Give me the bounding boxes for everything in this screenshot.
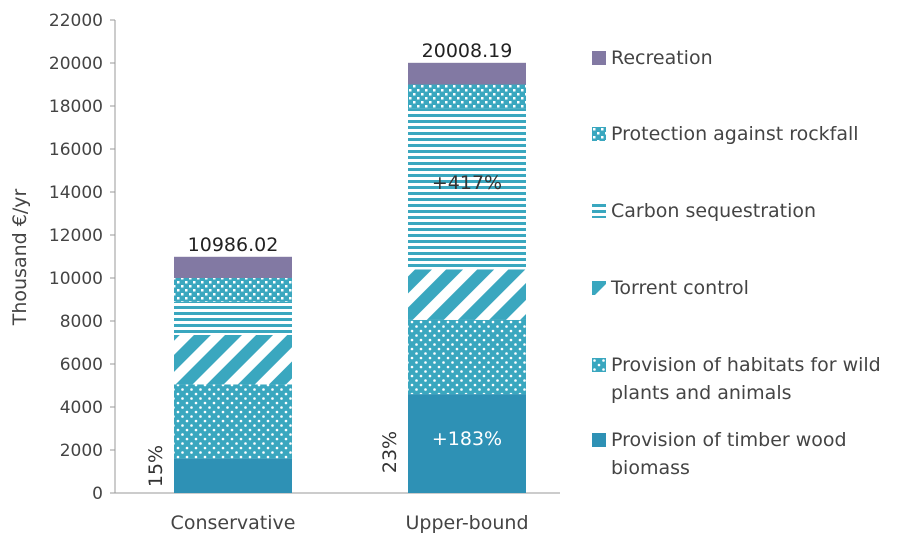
- legend-entry: Provision of habitats for wild plants an…: [592, 351, 892, 407]
- legend-label: Provision of habitats for wild plants an…: [611, 354, 881, 404]
- legend-entry: Protection against rockfall: [592, 120, 892, 148]
- legend-swatch: [592, 51, 606, 65]
- bar-segment: [174, 278, 292, 302]
- bar-segment: [174, 256, 292, 278]
- bar-segment: [408, 269, 526, 320]
- annotation: +417%: [432, 172, 502, 194]
- annotation: 23%: [379, 431, 401, 473]
- bar-segment: [408, 108, 526, 270]
- total-label: 20008.19: [422, 40, 513, 62]
- y-tick-label: 14000: [49, 183, 103, 203]
- y-tick-label: 12000: [49, 226, 103, 246]
- bar-segment: [174, 458, 292, 493]
- y-tick-label: 10000: [49, 269, 103, 289]
- y-tick-label: 22000: [49, 11, 103, 31]
- swatch-fill: [592, 358, 606, 372]
- swatch-fill: [592, 51, 606, 65]
- bar-segment: [174, 301, 292, 335]
- x-tick-label: Upper-bound: [406, 512, 529, 534]
- bar-segment: [408, 319, 526, 395]
- legend-entry: Carbon sequestration: [592, 197, 892, 225]
- swatch-fill: [592, 281, 606, 295]
- annotation: 15%: [145, 445, 167, 487]
- y-tick-label: 6000: [60, 355, 103, 375]
- legend-swatch: [592, 433, 606, 447]
- legend-swatch: [592, 358, 606, 372]
- bar-segment: [408, 84, 526, 109]
- swatch-fill: [592, 204, 606, 218]
- legend-entry: Torrent control: [592, 274, 892, 302]
- legend-label: Torrent control: [611, 277, 749, 299]
- swatch-fill: [592, 127, 606, 141]
- legend-swatch: [592, 127, 606, 141]
- legend-entry: Recreation: [592, 44, 892, 72]
- legend-label: Recreation: [611, 47, 713, 69]
- bar-segment: [174, 384, 292, 459]
- legend-label: Provision of timber wood biomass: [611, 429, 847, 479]
- total-label: 10986.02: [188, 234, 279, 256]
- legend-swatch: [592, 204, 606, 218]
- legend-entry: Provision of timber wood biomass: [592, 426, 892, 482]
- bar-segment: [408, 62, 526, 85]
- y-tick-label: 18000: [49, 97, 103, 117]
- bar-segment: [408, 394, 526, 493]
- y-tick-label: 16000: [49, 140, 103, 160]
- y-tick-label: 4000: [60, 398, 103, 418]
- bar-segment: [174, 334, 292, 385]
- y-tick-label: 20000: [49, 54, 103, 74]
- legend-label: Protection against rockfall: [611, 123, 859, 145]
- legend-swatch: [592, 281, 606, 295]
- y-tick-label: 2000: [60, 441, 103, 461]
- y-axis-label: Thousand €/yr: [9, 189, 31, 327]
- swatch-fill: [592, 433, 606, 447]
- x-tick-label: Conservative: [171, 512, 296, 534]
- annotation: +183%: [432, 428, 502, 450]
- legend-label: Carbon sequestration: [611, 200, 817, 222]
- y-tick-label: 8000: [60, 312, 103, 332]
- y-tick-label: 0: [92, 484, 103, 504]
